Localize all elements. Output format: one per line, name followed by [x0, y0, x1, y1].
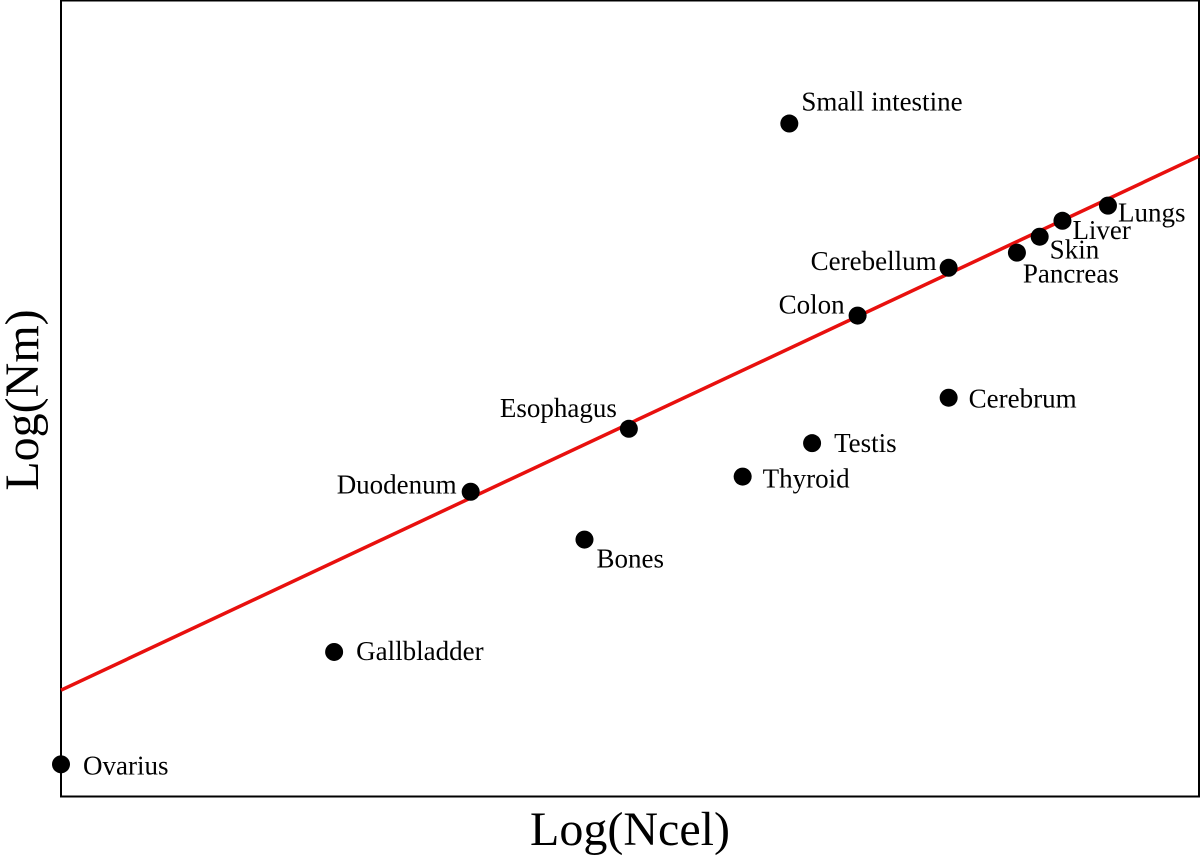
data-point — [52, 755, 70, 774]
data-point — [325, 642, 344, 661]
data-point-label: Cerebellum — [811, 246, 937, 276]
data-point — [1007, 243, 1026, 262]
data-point-label: Colon — [779, 290, 846, 320]
data-point — [848, 306, 867, 325]
data-point-label: Esophagus — [500, 393, 617, 423]
data-point-label: Gallbladder — [356, 636, 483, 666]
point-labels-layer: Ovarius Gallbladder Duodenum Bones Esophagus… — [83, 87, 1185, 781]
data-point-label: Small intestine — [801, 87, 962, 117]
data-point-label: Thyroid — [763, 464, 850, 494]
data-point — [803, 434, 822, 453]
data-point-label: Liver — [1072, 215, 1130, 245]
data-point — [461, 482, 480, 501]
data-point — [575, 530, 594, 549]
data-point-label: Lungs — [1118, 198, 1186, 228]
data-point — [780, 114, 799, 133]
data-point-label: Pancreas — [1023, 259, 1119, 289]
x-axis-title: Log(Ncel) — [530, 803, 730, 856]
data-point — [1053, 211, 1072, 230]
data-point-label: Bones — [596, 544, 664, 574]
plot-frame — [60, 0, 1200, 798]
data-point-label: Ovarius — [83, 750, 168, 780]
data-point-label: Cerebrum — [969, 384, 1077, 414]
data-point — [1098, 196, 1117, 215]
data-point-label: Duodenum — [337, 470, 457, 500]
points-layer — [52, 114, 1117, 774]
data-point — [1030, 227, 1049, 246]
data-point — [619, 419, 638, 438]
data-point — [939, 258, 958, 277]
data-point-label: Skin — [1050, 235, 1100, 265]
y-axis-title: Log(Nm) — [0, 309, 49, 490]
data-point — [939, 388, 958, 407]
data-point — [733, 467, 752, 486]
data-point-label: Testis — [834, 428, 897, 458]
